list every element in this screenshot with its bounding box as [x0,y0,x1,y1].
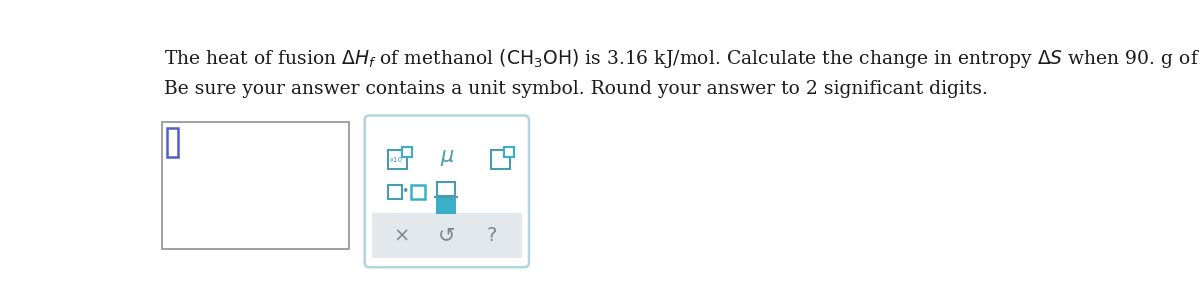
Bar [388,185,402,199]
Text: ?: ? [486,226,497,245]
Bar [412,185,425,199]
Bar [491,150,510,168]
Bar [437,199,455,213]
Bar [372,213,522,258]
Bar [167,128,178,157]
Bar [388,150,407,168]
Text: Be sure your answer contains a unit symbol. Round your answer to 2 significant d: Be sure your answer contains a unit symb… [164,80,988,98]
Bar [402,147,412,157]
Text: x10: x10 [390,157,403,163]
FancyBboxPatch shape [365,116,529,267]
Text: The heat of fusion $\Delta H_f$ of methanol $\left(\mathrm{CH_3OH}\right)$ is 3.: The heat of fusion $\Delta H_f$ of metha… [164,47,1200,70]
Text: $\mu$: $\mu$ [439,148,454,168]
Text: •: • [401,185,409,198]
Bar [162,122,349,249]
Bar [504,147,515,157]
Text: ×: × [394,226,410,245]
Bar [437,182,455,196]
Text: ↺: ↺ [438,226,456,245]
